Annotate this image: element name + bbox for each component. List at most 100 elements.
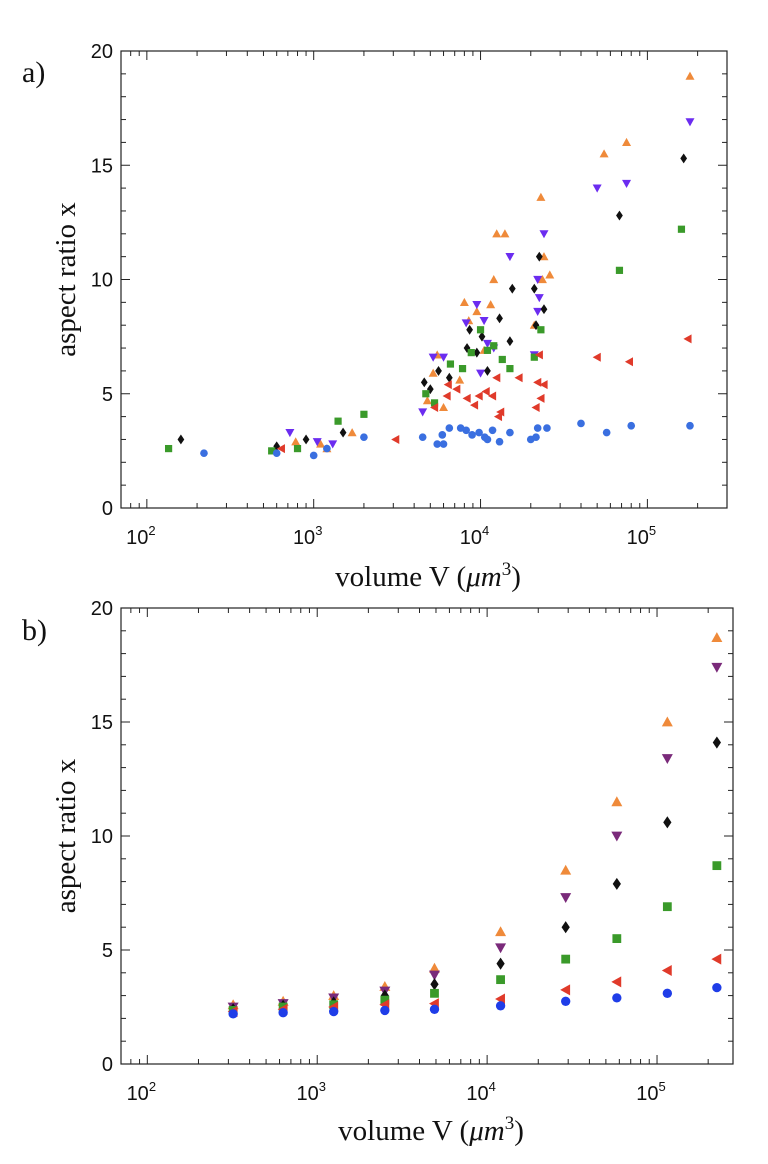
data-point: [272, 449, 281, 457]
x-axis-label: volume V (μm3): [338, 1113, 524, 1147]
panel-label: b): [22, 614, 47, 647]
data-point: [472, 301, 482, 310]
data-point: [505, 253, 515, 262]
data-point: [536, 393, 545, 403]
data-point: [452, 384, 461, 394]
data-point: [663, 816, 672, 829]
data-point: [285, 428, 295, 438]
data-point: [479, 317, 489, 326]
data-point: [445, 424, 454, 432]
data-point: [328, 440, 338, 449]
data-point: [539, 380, 548, 390]
data-point: [680, 153, 688, 164]
y-axis-label: aspect ratio x: [50, 202, 82, 357]
data-point: [442, 391, 451, 401]
data-point: [329, 1006, 339, 1017]
data-point: [539, 230, 549, 239]
data-point: [506, 428, 514, 437]
data-point: [473, 347, 481, 358]
data-point: [482, 339, 492, 348]
data-point: [312, 438, 322, 447]
y-tick-label: 20: [91, 598, 113, 620]
data-point: [496, 313, 503, 324]
data-point: [661, 716, 673, 727]
series-triangle-left: [227, 953, 722, 1018]
data-point: [433, 440, 442, 448]
x-tick-label: 103: [293, 523, 322, 549]
data-point: [532, 433, 540, 441]
data-point: [711, 662, 723, 673]
data-point: [462, 393, 471, 403]
data-point: [533, 377, 542, 387]
data-point: [483, 346, 492, 354]
y-tick-label: 10: [91, 270, 113, 292]
data-point: [461, 319, 471, 328]
x-axis-label: volume V (μm3): [335, 559, 521, 593]
data-point: [712, 861, 722, 871]
data-point: [177, 434, 185, 445]
data-point: [443, 380, 452, 390]
data-point: [430, 399, 439, 407]
data-point: [531, 402, 540, 412]
data-point: [347, 428, 357, 437]
data-point: [662, 902, 672, 912]
data-point: [662, 988, 673, 998]
series-triangle-up: [227, 632, 723, 1010]
data-point: [611, 831, 623, 842]
data-point: [599, 149, 609, 158]
plot-frame: [120, 607, 734, 1065]
data-point: [323, 444, 331, 453]
data-point: [490, 342, 498, 350]
data-point: [508, 283, 516, 294]
data-point: [561, 921, 570, 934]
data-point: [537, 275, 547, 284]
data-point: [476, 326, 485, 334]
data-point: [428, 353, 438, 362]
data-point: [534, 350, 543, 360]
data-point: [543, 424, 551, 432]
data-point: [470, 400, 479, 410]
y-axis-label: aspect ratio x: [50, 758, 82, 913]
data-point: [533, 275, 543, 284]
series-square: [228, 861, 722, 1015]
y-tick-label: 15: [91, 155, 113, 177]
data-point: [293, 444, 302, 453]
x-tick-label: 103: [296, 1079, 325, 1105]
data-point: [439, 353, 449, 362]
data-point: [309, 451, 318, 460]
data-point: [446, 360, 455, 368]
data-point: [430, 978, 439, 991]
x-tick-label: 104: [466, 1079, 495, 1105]
data-point: [612, 934, 622, 943]
data-point: [683, 334, 692, 344]
data-point: [478, 331, 486, 342]
data-point: [200, 449, 208, 457]
data-point: [560, 893, 572, 904]
data-point: [661, 754, 673, 764]
data-point: [228, 1009, 238, 1019]
y-tick-label: 5: [102, 940, 113, 962]
x-tick-label: 105: [636, 1079, 665, 1105]
data-point: [484, 365, 491, 376]
data-point: [422, 396, 432, 405]
y-tick-label: 5: [102, 384, 113, 406]
data-point: [530, 353, 538, 361]
data-point: [561, 996, 571, 1006]
series-triangle-left: [276, 334, 692, 454]
data-point: [276, 444, 285, 454]
data-point: [495, 1001, 506, 1011]
data-point: [488, 426, 497, 435]
data-point: [462, 426, 470, 435]
data-point: [316, 439, 326, 448]
data-point: [592, 352, 601, 362]
data-point: [430, 402, 439, 412]
data-point: [622, 179, 632, 189]
data-point: [445, 372, 453, 383]
data-point: [455, 375, 465, 384]
data-point: [418, 433, 427, 441]
data-point: [592, 184, 602, 193]
data-point: [622, 137, 632, 146]
data-point: [530, 283, 538, 294]
data-point: [685, 118, 695, 127]
data-point: [685, 71, 695, 80]
